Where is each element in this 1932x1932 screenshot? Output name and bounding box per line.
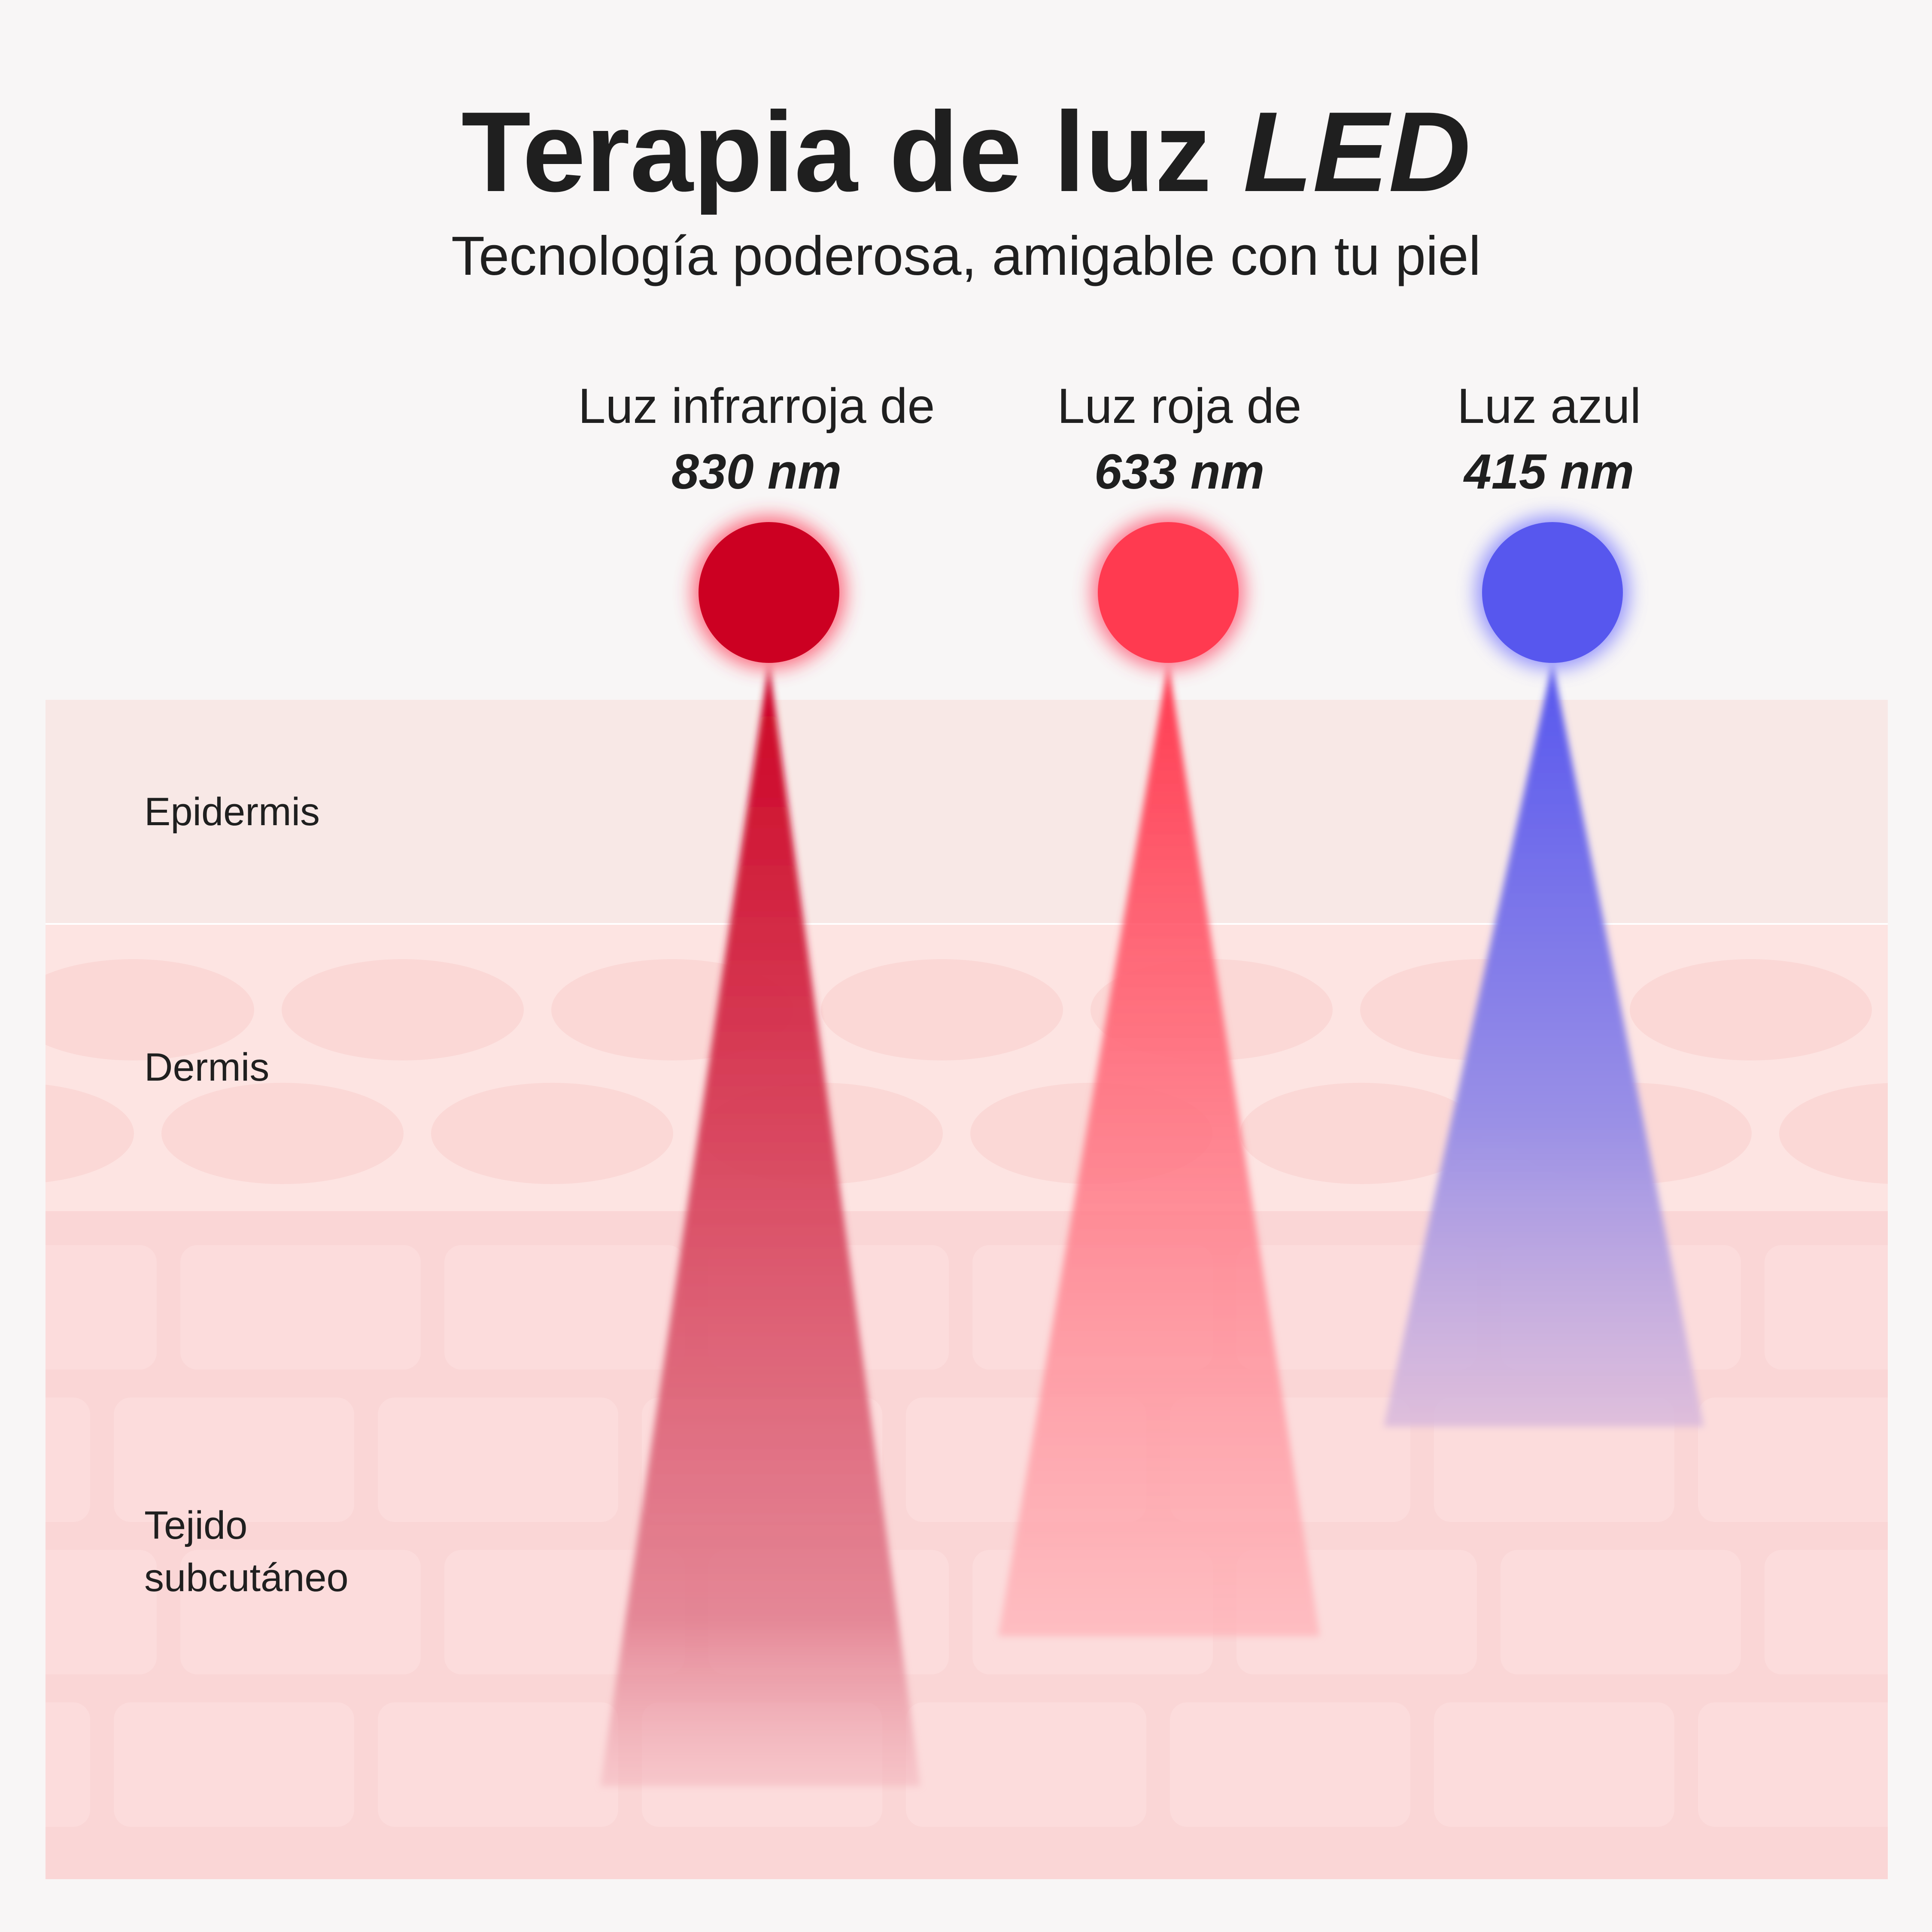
title: Terapia de luz LED <box>461 88 1470 216</box>
fat-cell <box>180 1245 421 1370</box>
cell <box>161 1083 404 1184</box>
fat-cell <box>114 1397 354 1522</box>
fat-cell <box>46 1550 157 1674</box>
light-label: Luz azul <box>1457 379 1641 434</box>
cell <box>46 959 254 1060</box>
fat-cell <box>1765 1245 1888 1370</box>
led <box>699 522 839 663</box>
fat-cell <box>1434 1397 1674 1522</box>
light-label: Luz infrarroja de <box>578 379 935 434</box>
fat-cell <box>114 1702 354 1827</box>
cell <box>821 959 1063 1060</box>
led <box>1098 522 1239 663</box>
layer-label: Tejido subcutáneo <box>144 1504 349 1600</box>
fat-cell <box>180 1550 421 1674</box>
fat-cell <box>906 1702 1146 1827</box>
cell <box>46 1084 134 1182</box>
cell <box>282 959 524 1060</box>
fat-cell <box>378 1397 618 1522</box>
fat-cell <box>46 1702 90 1827</box>
light-label: Luz roja de <box>1057 379 1302 434</box>
layer-label: Dermis <box>144 1045 270 1089</box>
layer-label: Epidermis <box>144 790 320 834</box>
cell <box>1779 1083 1888 1184</box>
cell <box>431 1083 673 1184</box>
fat-cell <box>46 1397 90 1522</box>
fat-cell <box>1698 1397 1888 1522</box>
wavelength: 633 nm <box>1094 444 1264 499</box>
light-beam <box>998 663 1320 1636</box>
cell <box>1630 959 1872 1060</box>
cell <box>1240 1083 1482 1184</box>
wavelength: 830 nm <box>671 444 841 499</box>
fat-cell <box>1434 1702 1674 1827</box>
fat-cell <box>444 1245 685 1370</box>
fat-cell <box>1501 1550 1741 1674</box>
light-beam <box>600 663 920 1786</box>
fat-cell <box>1698 1702 1888 1827</box>
title-emphasis: LED <box>1243 88 1471 216</box>
light-beam <box>1384 663 1704 1427</box>
fat-cell <box>46 1245 157 1370</box>
led <box>1482 522 1623 663</box>
cell <box>1899 959 1932 1060</box>
fat-cell <box>378 1702 618 1827</box>
title-text: Terapia de luz <box>461 88 1211 216</box>
fat-cell <box>1765 1550 1888 1674</box>
light-beams <box>600 516 1704 1786</box>
fat-cell <box>1170 1702 1410 1827</box>
subtitle: Tecnología poderosa, amigable con tu pie… <box>451 225 1481 287</box>
wavelength: 415 nm <box>1463 444 1634 499</box>
